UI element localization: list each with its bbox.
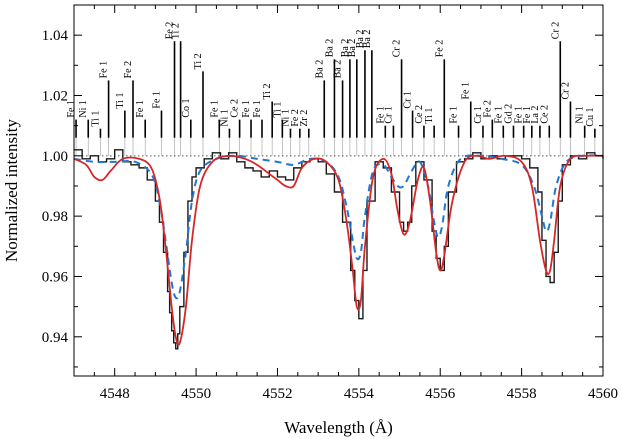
line-marker-label: Fe 1 (241, 100, 252, 118)
line-marker-label: Cr 1 (383, 106, 394, 124)
line-marker-label: Cr 1 (403, 91, 414, 109)
line-marker-label: Ni 1 (219, 109, 230, 127)
line-marker-label: Cr 2 (550, 22, 561, 40)
line-marker-label: Ti 1 (424, 108, 435, 124)
line-marker-label: Fe 1 (209, 100, 220, 118)
line-marker-label: Fe 1 (99, 61, 110, 79)
line-marker-label: Co 1 (181, 98, 192, 117)
axis-ticks: 4548 4550 4552 4554 4556 4558 4560 0.94 0.96 0.98… (42, 5, 618, 402)
y-axis-label: Normalized intensity (2, 118, 21, 262)
line-marker-label: Ba 2 (314, 60, 325, 79)
y-tick-label: 0.94 (42, 330, 69, 346)
spectrum-series (73, 149, 604, 350)
line-marker-label: Fe 2 (290, 109, 301, 127)
line-marker-label: Ce 2 (414, 105, 425, 124)
line-marker-label: Cr 2 (392, 40, 403, 58)
y-tick-label: 0.96 (42, 269, 69, 285)
line-marker-label: Fe 1 (493, 106, 504, 124)
line-marker-label: Ba 2 (355, 30, 366, 49)
line-marker-label: Ba 2 (333, 60, 344, 79)
line-marker-label: Ba 2 (340, 39, 351, 58)
line-marker-label: Fe 1 (522, 106, 533, 124)
line-markers: Fe 1 Ni 1Ti 1Fe 1Ti 1Fe 2Fe 1Fe 1Fe 2Ti 2… (66, 22, 596, 138)
line-marker-label: Cu 1 (585, 107, 596, 126)
line-marker-label: Ce 2 (539, 105, 550, 124)
y-tick-label: 1.02 (42, 88, 68, 104)
line-marker-label: Fe 1 (375, 106, 386, 124)
line-marker-label: Ti 2 (193, 53, 204, 69)
line-marker-label: Ti 2 (262, 83, 273, 99)
model-red-line (73, 154, 604, 346)
model-blue-dashed-line (73, 154, 604, 300)
line-marker-label: Fe 1 (151, 91, 162, 109)
x-tick-label: 4554 (344, 386, 375, 402)
line-marker-label: Ti 1 (115, 93, 126, 109)
line-marker-label: Fe 2 (123, 61, 134, 79)
y-tick-label: 1.00 (42, 149, 68, 165)
x-tick-label: 4558 (507, 386, 537, 402)
line-marker-label: Cr 1 (473, 106, 484, 124)
line-marker-label: Cr 2 (560, 82, 571, 100)
line-marker-label: Ni 1 (78, 100, 89, 118)
line-marker-label: Fe 1 (135, 100, 146, 118)
line-marker-label: Fe 1 (449, 106, 460, 124)
line-marker-label: Fe 2 (434, 40, 445, 58)
x-tick-label: 4550 (181, 386, 211, 402)
line-marker-label: La 2 (530, 106, 541, 124)
line-marker-label: Gd 2 (503, 104, 514, 124)
line-marker-label: Fe 1 (252, 100, 263, 118)
x-tick-label: 4552 (262, 386, 292, 402)
x-tick-label: 4556 (425, 386, 456, 402)
line-marker-label: Ni 1 (280, 109, 291, 127)
y-tick-label: 0.98 (42, 209, 68, 225)
line-marker-label: Ti 2 (171, 23, 182, 39)
line-marker-label: Fe 2 (165, 22, 176, 40)
line-marker-label: Fe 1 (66, 100, 77, 118)
line-marker-label: Fe 1 (461, 82, 472, 100)
x-tick-label: 4548 (100, 386, 130, 402)
x-axis-label: Wavelength (Å) (284, 418, 393, 437)
line-marker-label: Ba 2 (362, 30, 373, 49)
line-marker-label: Ce 2 (230, 99, 241, 118)
line-marker-label: Ba 2 (347, 39, 358, 58)
line-marker-label: Ni 1 (575, 106, 586, 124)
line-marker-label: Ba 2 (324, 39, 335, 58)
line-marker-label: Zr 2 (299, 110, 310, 127)
line-marker-label: Fe 1 (514, 106, 525, 124)
y-tick-label: 1.04 (42, 28, 69, 44)
x-tick-label: 4560 (588, 386, 618, 402)
line-marker-label: Ti 1 (90, 111, 101, 127)
line-marker-label: Ti 1 (272, 102, 283, 118)
line-marker-leaders (75, 137, 596, 156)
line-marker-label: Fe 2 (482, 100, 493, 118)
